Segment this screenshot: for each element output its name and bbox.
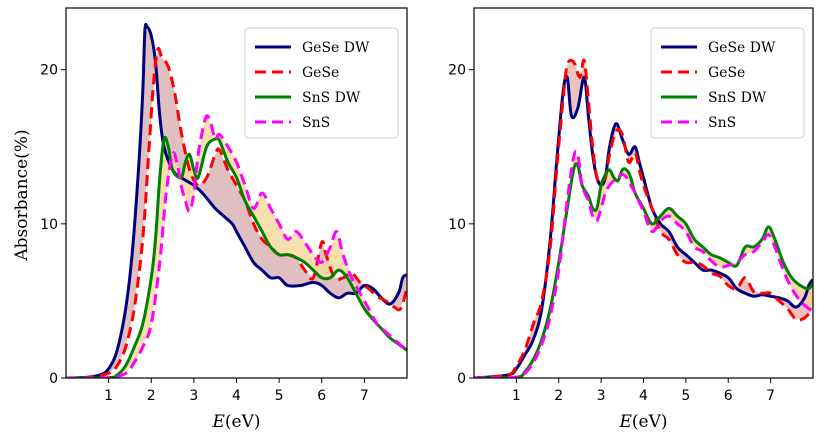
- plot-area: [474, 58, 813, 378]
- legend-label: SnS: [302, 115, 330, 131]
- series-line-gese: [474, 58, 813, 378]
- y-tick-label: 20: [448, 63, 466, 79]
- x-axis-label: E(eV): [211, 412, 260, 432]
- y-tick-label: 0: [457, 371, 466, 387]
- legend-label: SnS DW: [302, 90, 361, 106]
- y-tick-label: 20: [40, 63, 58, 79]
- difference-fill: [66, 115, 407, 378]
- y-tick-label: 0: [49, 371, 58, 387]
- left-panel: 1 2 3 4 5 6 7 0 10 20 E(eV) GeSe DW GeSe SnS DW SnS: [40, 7, 408, 432]
- legend: GeSe DW GeSe SnS DW SnS: [244, 27, 399, 139]
- legend-box: [244, 27, 399, 139]
- x-tick-label: 7: [766, 388, 775, 404]
- x-axis-label-unit: (eV): [632, 412, 668, 432]
- ylabel: Absorbance(%): [12, 129, 32, 261]
- x-tick-label: 5: [275, 388, 284, 404]
- x-axis-label: E(eV): [618, 412, 667, 432]
- series-line-sns: [66, 114, 407, 378]
- x-axis-label-symbol: E: [211, 412, 225, 432]
- x-tick-label: 7: [360, 388, 369, 404]
- legend-label: SnS DW: [708, 90, 767, 106]
- y-tick-label: 10: [448, 217, 466, 233]
- x-axis-label-symbol: E: [618, 412, 632, 432]
- right-panel: 1 2 3 4 5 6 7 0 10 20 E(eV) GeSe DW GeSe SnS DW SnS: [448, 7, 814, 432]
- series-line-sns-dw: [66, 135, 407, 378]
- legend-box: [650, 27, 805, 139]
- x-tick-label: 2: [147, 388, 156, 404]
- x-tick-label: 5: [681, 388, 690, 404]
- x-tick-label: 3: [189, 388, 198, 404]
- x-tick-label: 1: [512, 388, 521, 404]
- x-tick-label: 6: [724, 388, 733, 404]
- y-tick-label: 10: [40, 217, 58, 233]
- plot-area: [66, 22, 407, 378]
- series-line-sns: [474, 149, 813, 378]
- x-tick-label: 6: [317, 388, 326, 404]
- legend-label: GeSe: [302, 65, 339, 81]
- legend-label: GeSe DW: [708, 40, 776, 56]
- x-tick-label: 1: [104, 388, 113, 404]
- x-tick-label: 3: [597, 388, 606, 404]
- x-tick-label: 4: [232, 388, 241, 404]
- x-axis-label-unit: (eV): [225, 412, 261, 432]
- x-tick-label: 2: [554, 388, 563, 404]
- legend-label: SnS: [708, 115, 736, 131]
- x-tick-label: 4: [639, 388, 648, 404]
- series-line-sns-dw: [474, 162, 813, 378]
- legend: GeSe DW GeSe SnS DW SnS: [650, 27, 805, 139]
- legend-label: GeSe: [708, 65, 745, 81]
- legend-label: GeSe DW: [302, 40, 370, 56]
